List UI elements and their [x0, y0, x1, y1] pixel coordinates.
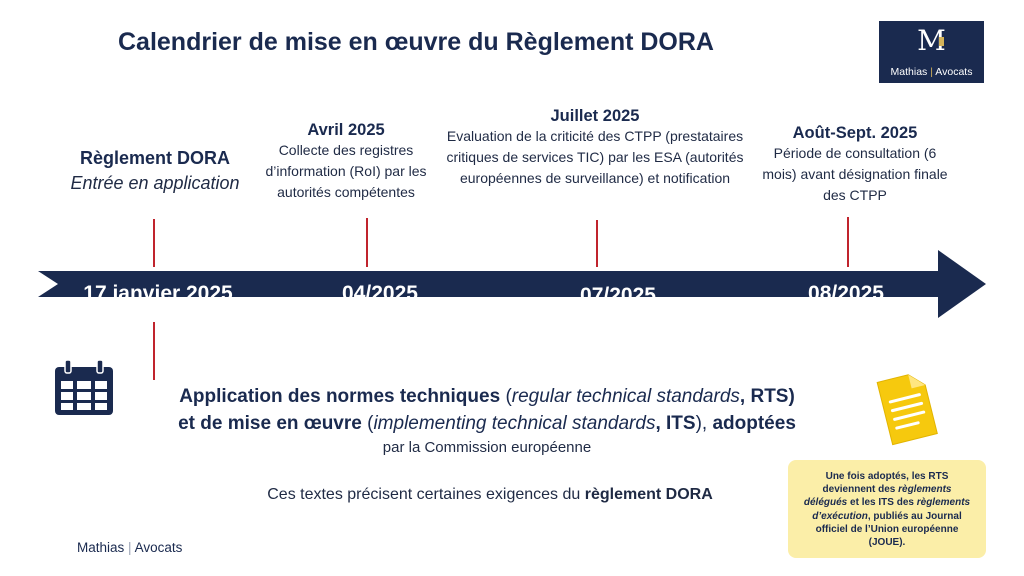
- milestone-heading: Règlement DORA: [79, 148, 231, 168]
- rts-part: ): [788, 386, 795, 407]
- note-box: Une fois adoptés, les RTS deviennent des…: [788, 460, 986, 558]
- milestone-aug-sept-2025: Août-Sept. 2025 Période de consultation …: [760, 123, 950, 206]
- milestone-heading: Avril 2025: [307, 121, 385, 139]
- date-07-2025: 07/2025: [580, 284, 656, 307]
- milestone-description: Evaluation de la criticité des CTPP (pre…: [446, 128, 744, 186]
- logo-name: Mathias | Avocats: [879, 66, 984, 78]
- milestone-april-2025: Avril 2025 Collecte des registres d’info…: [251, 120, 441, 203]
- note-part: règlements d’exécution: [812, 497, 971, 522]
- tick-04-2025: [366, 218, 368, 267]
- document-icon: [876, 374, 938, 446]
- rts-part: ITS: [666, 413, 696, 434]
- tick-08-2025: [847, 217, 849, 267]
- milestone-description: Période de consultation (6 mois) avant d…: [762, 145, 948, 203]
- logo-accent: [939, 37, 944, 46]
- tick-17-janvier-top: [153, 219, 155, 267]
- precise-text: Ces textes précisent certaines exigences…: [180, 486, 800, 504]
- footer-brand: Mathias | Avocats: [77, 540, 182, 555]
- rts-part: (: [361, 413, 374, 434]
- page-title: Calendrier de mise en œuvre du Règlement…: [118, 28, 714, 56]
- note-part: Une fois adoptés, les RTS deviennent des: [822, 471, 949, 496]
- date-08-2025: 08/2025: [808, 282, 884, 305]
- milestone-description: Collecte des registres d’information (Ro…: [265, 142, 427, 200]
- rts-part: adoptées: [712, 413, 796, 434]
- date-17-janvier-2025: 17 janvier 2025: [83, 282, 233, 305]
- note-part: règlements délégués: [803, 484, 952, 509]
- arrow-tail-notch: [38, 271, 58, 297]
- tick-07-2025: [596, 220, 598, 267]
- rts-part: ,: [655, 413, 667, 434]
- note-part: , publiés au Journal officiel de l’Union…: [815, 510, 962, 549]
- milestone-heading: Août-Sept. 2025: [792, 124, 918, 142]
- rts-part: implementing technical standards: [373, 413, 656, 434]
- logo-name-separator: |: [930, 66, 933, 78]
- milestone-subtitle: Entrée en application: [70, 173, 240, 193]
- footer-name-right: Avocats: [134, 540, 183, 555]
- rts-part: ),: [695, 413, 713, 434]
- arrow-body: [38, 250, 986, 318]
- rts-part: (: [505, 386, 512, 407]
- date-04-2025: 04/2025: [342, 282, 418, 305]
- rts-part: ,: [739, 386, 751, 407]
- precise-text-bold: règlement DORA: [584, 486, 713, 503]
- rts-part: et de mise en œuvre: [178, 413, 362, 434]
- milestone-july-2025: Juillet 2025 Evaluation de la criticité …: [445, 106, 745, 189]
- precise-text-part: Ces textes précisent certaines exigences…: [267, 486, 585, 503]
- logo: M Mathias | Avocats: [879, 21, 984, 83]
- calendar-icon: [55, 359, 113, 415]
- timeline-arrow: [38, 250, 986, 318]
- note-part: et les ITS des: [847, 497, 917, 509]
- technical-standards-text: Application des normes techniques (regul…: [118, 383, 856, 459]
- footer-name-left: Mathias: [77, 540, 125, 555]
- milestone-dora-entry: Règlement DORA Entrée en application: [30, 146, 280, 196]
- rts-part: RTS: [750, 386, 789, 407]
- rts-line-commission: par la Commission européenne: [382, 439, 592, 456]
- rts-part: regular technical standards: [511, 386, 740, 407]
- footer-separator: |: [128, 540, 132, 555]
- logo-name-right: Avocats: [935, 66, 973, 78]
- logo-name-left: Mathias: [890, 66, 928, 78]
- milestone-heading: Juillet 2025: [550, 107, 640, 125]
- logo-mark: M: [879, 25, 984, 57]
- rts-part: Application des normes techniques: [179, 386, 501, 407]
- tick-17-janvier-bottom: [153, 322, 155, 380]
